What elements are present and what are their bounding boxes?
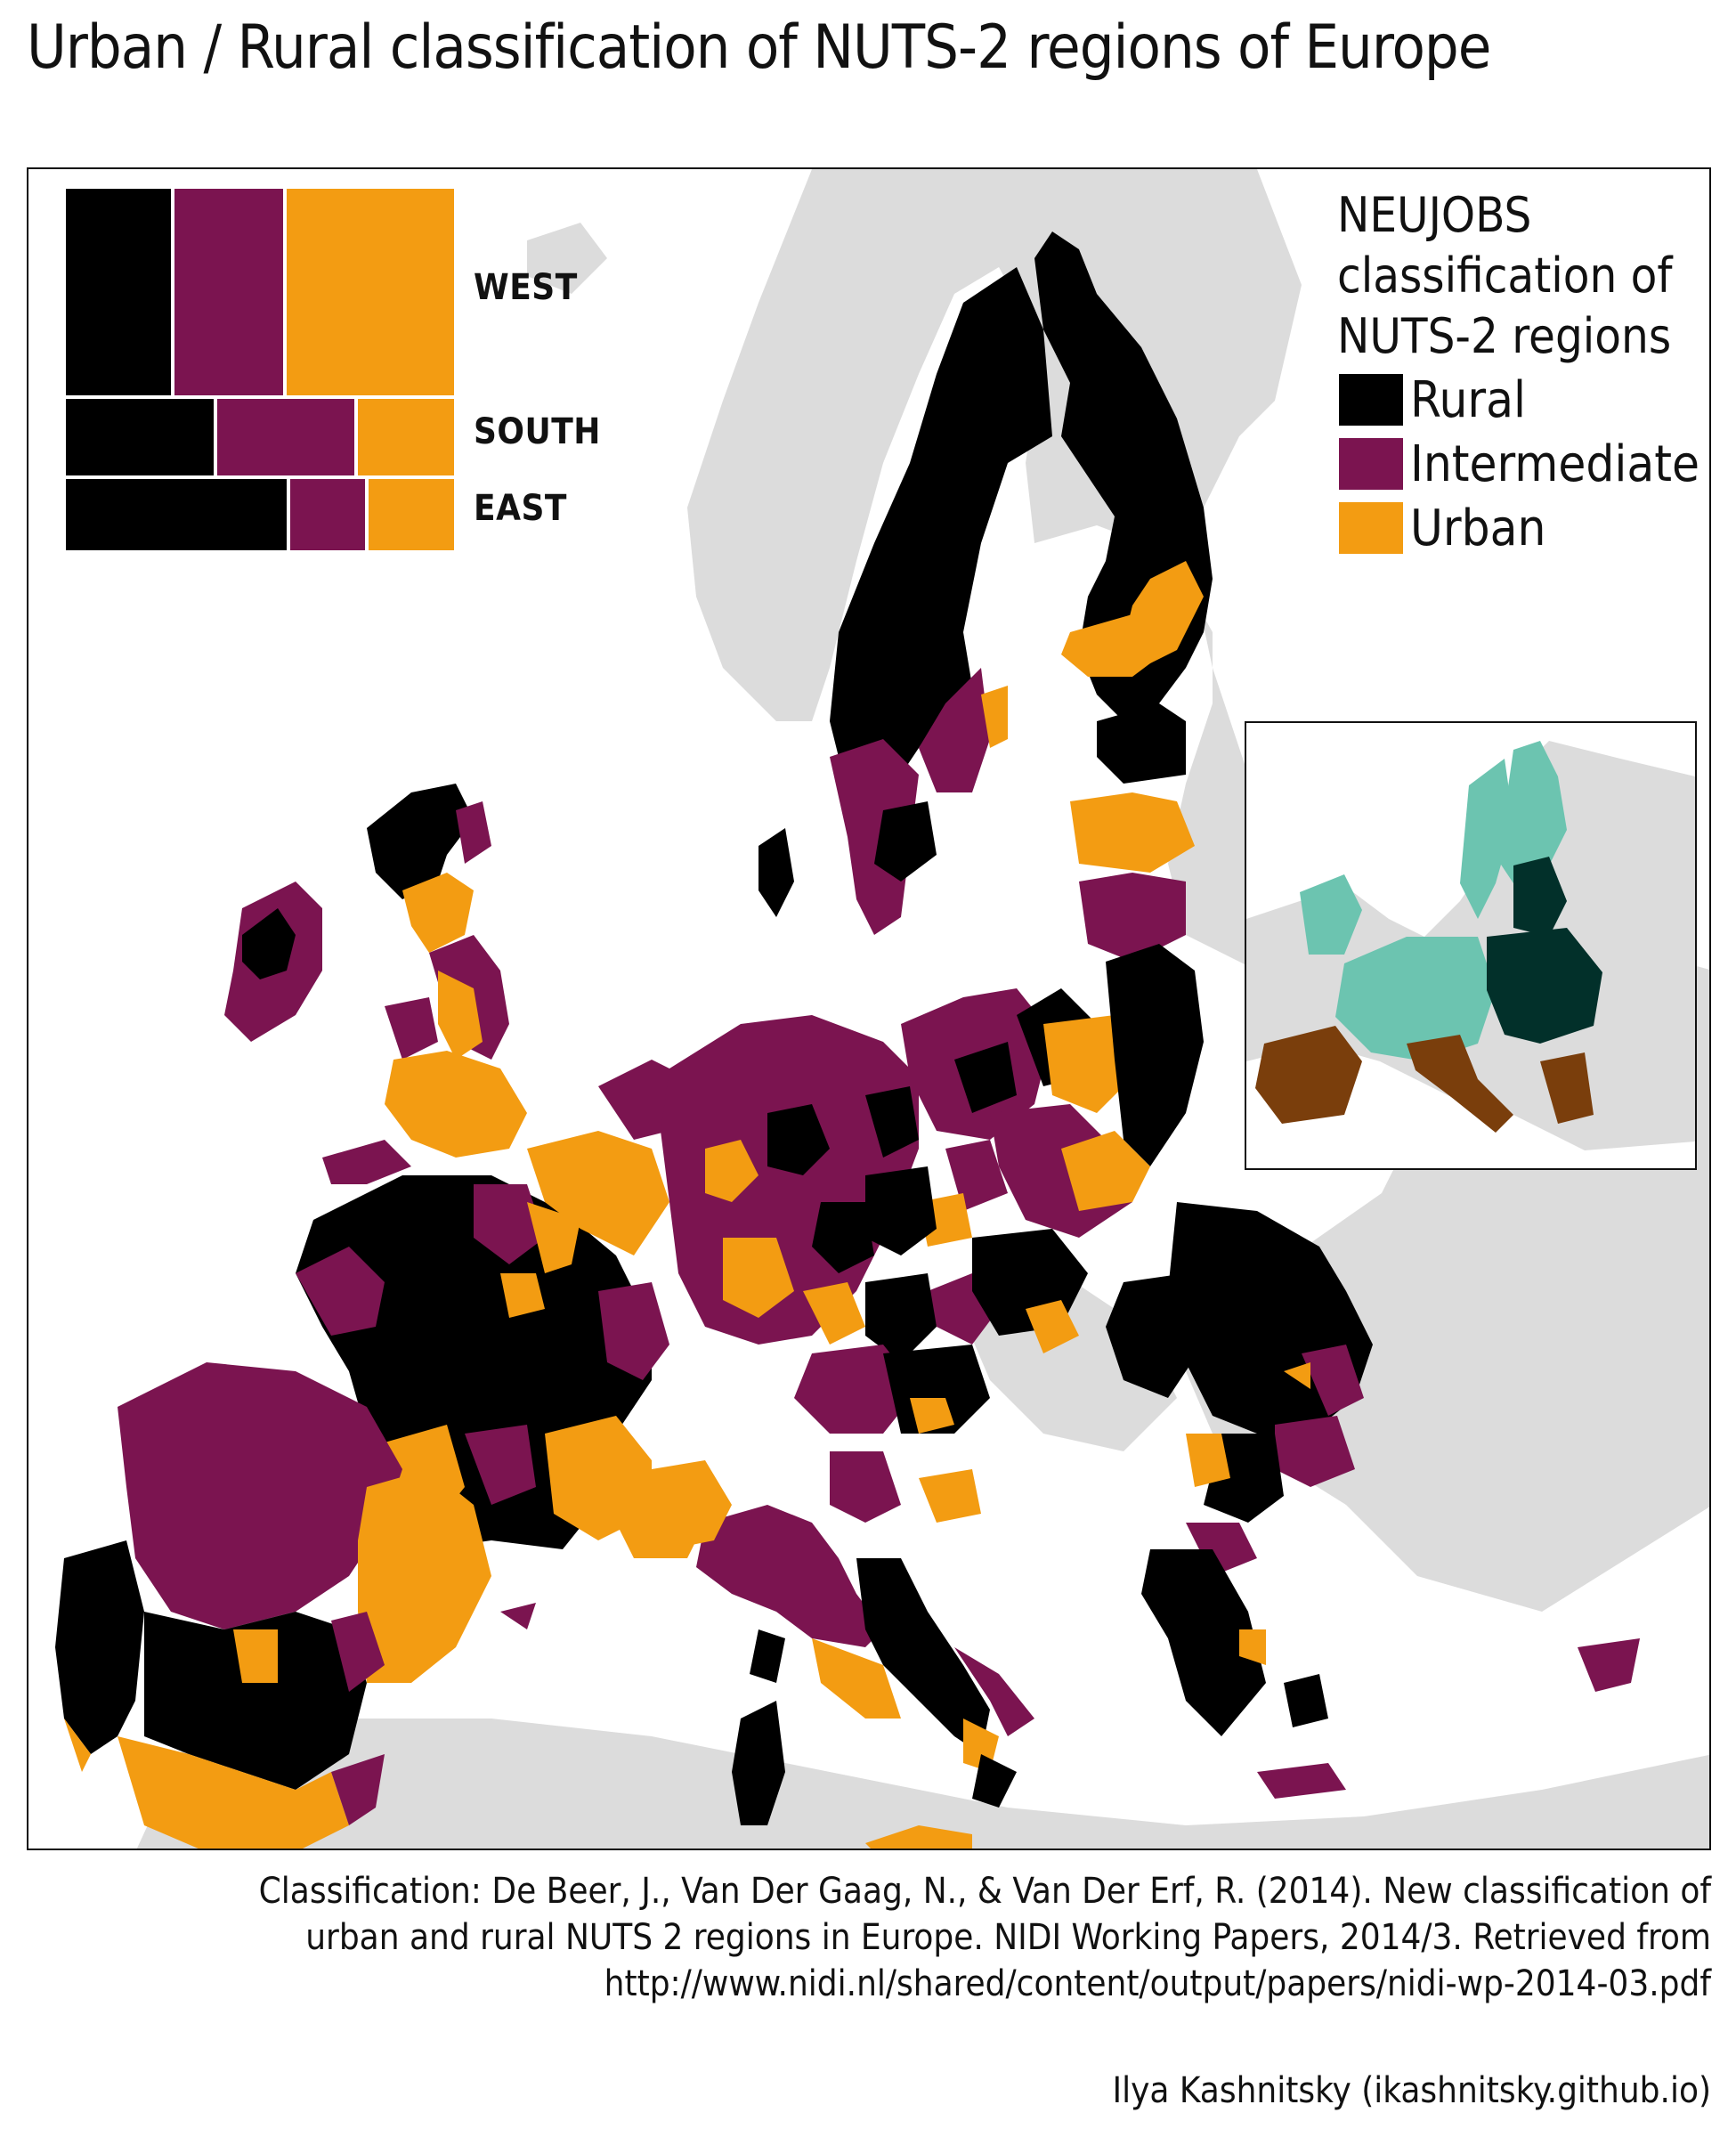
mosaic-label-east: EAST: [474, 488, 567, 529]
legend-title-line: NEUJOBS: [1337, 187, 1532, 243]
inset-east-baltics: [1513, 857, 1567, 937]
map-frame: WEST SOUTH EAST NEUJOBS classification o…: [27, 167, 1711, 1850]
inset-west-nordic: [1496, 741, 1567, 883]
nordic-regions: [758, 232, 1213, 962]
caption-line: urban and rural NUTS 2 regions in Europe…: [305, 1917, 1711, 1958]
source-caption: Classification: De Beer, J., Van Der Gaa…: [37, 1868, 1711, 2007]
inset-west-continent: [1335, 937, 1496, 1061]
mosaic-west-intermediate: [173, 187, 285, 397]
central-europe-regions: [527, 944, 1204, 1434]
caption-line: Classification: De Beer, J., Van Der Gaa…: [258, 1871, 1711, 1912]
legend-title-line: classification of: [1337, 248, 1673, 304]
italy-regions: [643, 1451, 1034, 1849]
page-title: Urban / Rural classification of NUTS-2 r…: [27, 12, 1491, 83]
inset-west-nordic-2: [1460, 759, 1513, 919]
legend-label: Intermediate: [1410, 435, 1699, 493]
mosaic-east-rural: [64, 477, 288, 552]
mosaic-label-south: SOUTH: [474, 411, 601, 452]
mosaic-plot: [64, 187, 456, 552]
southeast-regions: [919, 1202, 1640, 1799]
inset-south-greece: [1540, 1052, 1594, 1124]
inset-map-macro-regions: [1245, 721, 1697, 1170]
inset-east-central: [1487, 928, 1602, 1044]
legend-title-line: NUTS-2 regions: [1337, 308, 1672, 364]
legend: NEUJOBS classification of NUTS-2 regions…: [1337, 185, 1709, 559]
europe-map: [55, 169, 1709, 1849]
mosaic-east-intermediate: [288, 477, 367, 552]
legend-swatch-rural: [1337, 372, 1405, 427]
mosaic-south-urban: [356, 397, 456, 477]
mosaic-west-urban: [285, 187, 456, 397]
mosaic-south-intermediate: [215, 397, 356, 477]
mosaic-west-rural: [64, 187, 173, 397]
legend-item-rural: Rural: [1337, 369, 1709, 431]
mosaic-label-west: WEST: [474, 267, 578, 308]
legend-label: Rural: [1410, 370, 1526, 429]
mosaic-south-rural: [64, 397, 215, 477]
iberia-regions: [55, 1362, 536, 1849]
legend-title: NEUJOBS classification of NUTS-2 regions: [1337, 185, 1709, 367]
legend-label: Urban: [1410, 499, 1546, 557]
inset-west-uk: [1300, 874, 1362, 955]
author-credit: Ilya Kashnitsky (ikashnitsky.github.io): [1112, 2070, 1711, 2111]
legend-swatch-urban: [1337, 500, 1405, 556]
legend-swatch-intermediate: [1337, 436, 1405, 492]
mosaic-east-urban: [367, 477, 456, 552]
uk-ireland-regions: [224, 784, 527, 1184]
inset-south-iberia: [1255, 1026, 1362, 1124]
caption-line: http://www.nidi.nl/shared/content/output…: [604, 1963, 1711, 2004]
inset-south-italy: [1407, 1035, 1513, 1133]
inset-map: [1246, 723, 1695, 1168]
legend-item-intermediate: Intermediate: [1337, 433, 1709, 495]
legend-item-urban: Urban: [1337, 497, 1709, 559]
